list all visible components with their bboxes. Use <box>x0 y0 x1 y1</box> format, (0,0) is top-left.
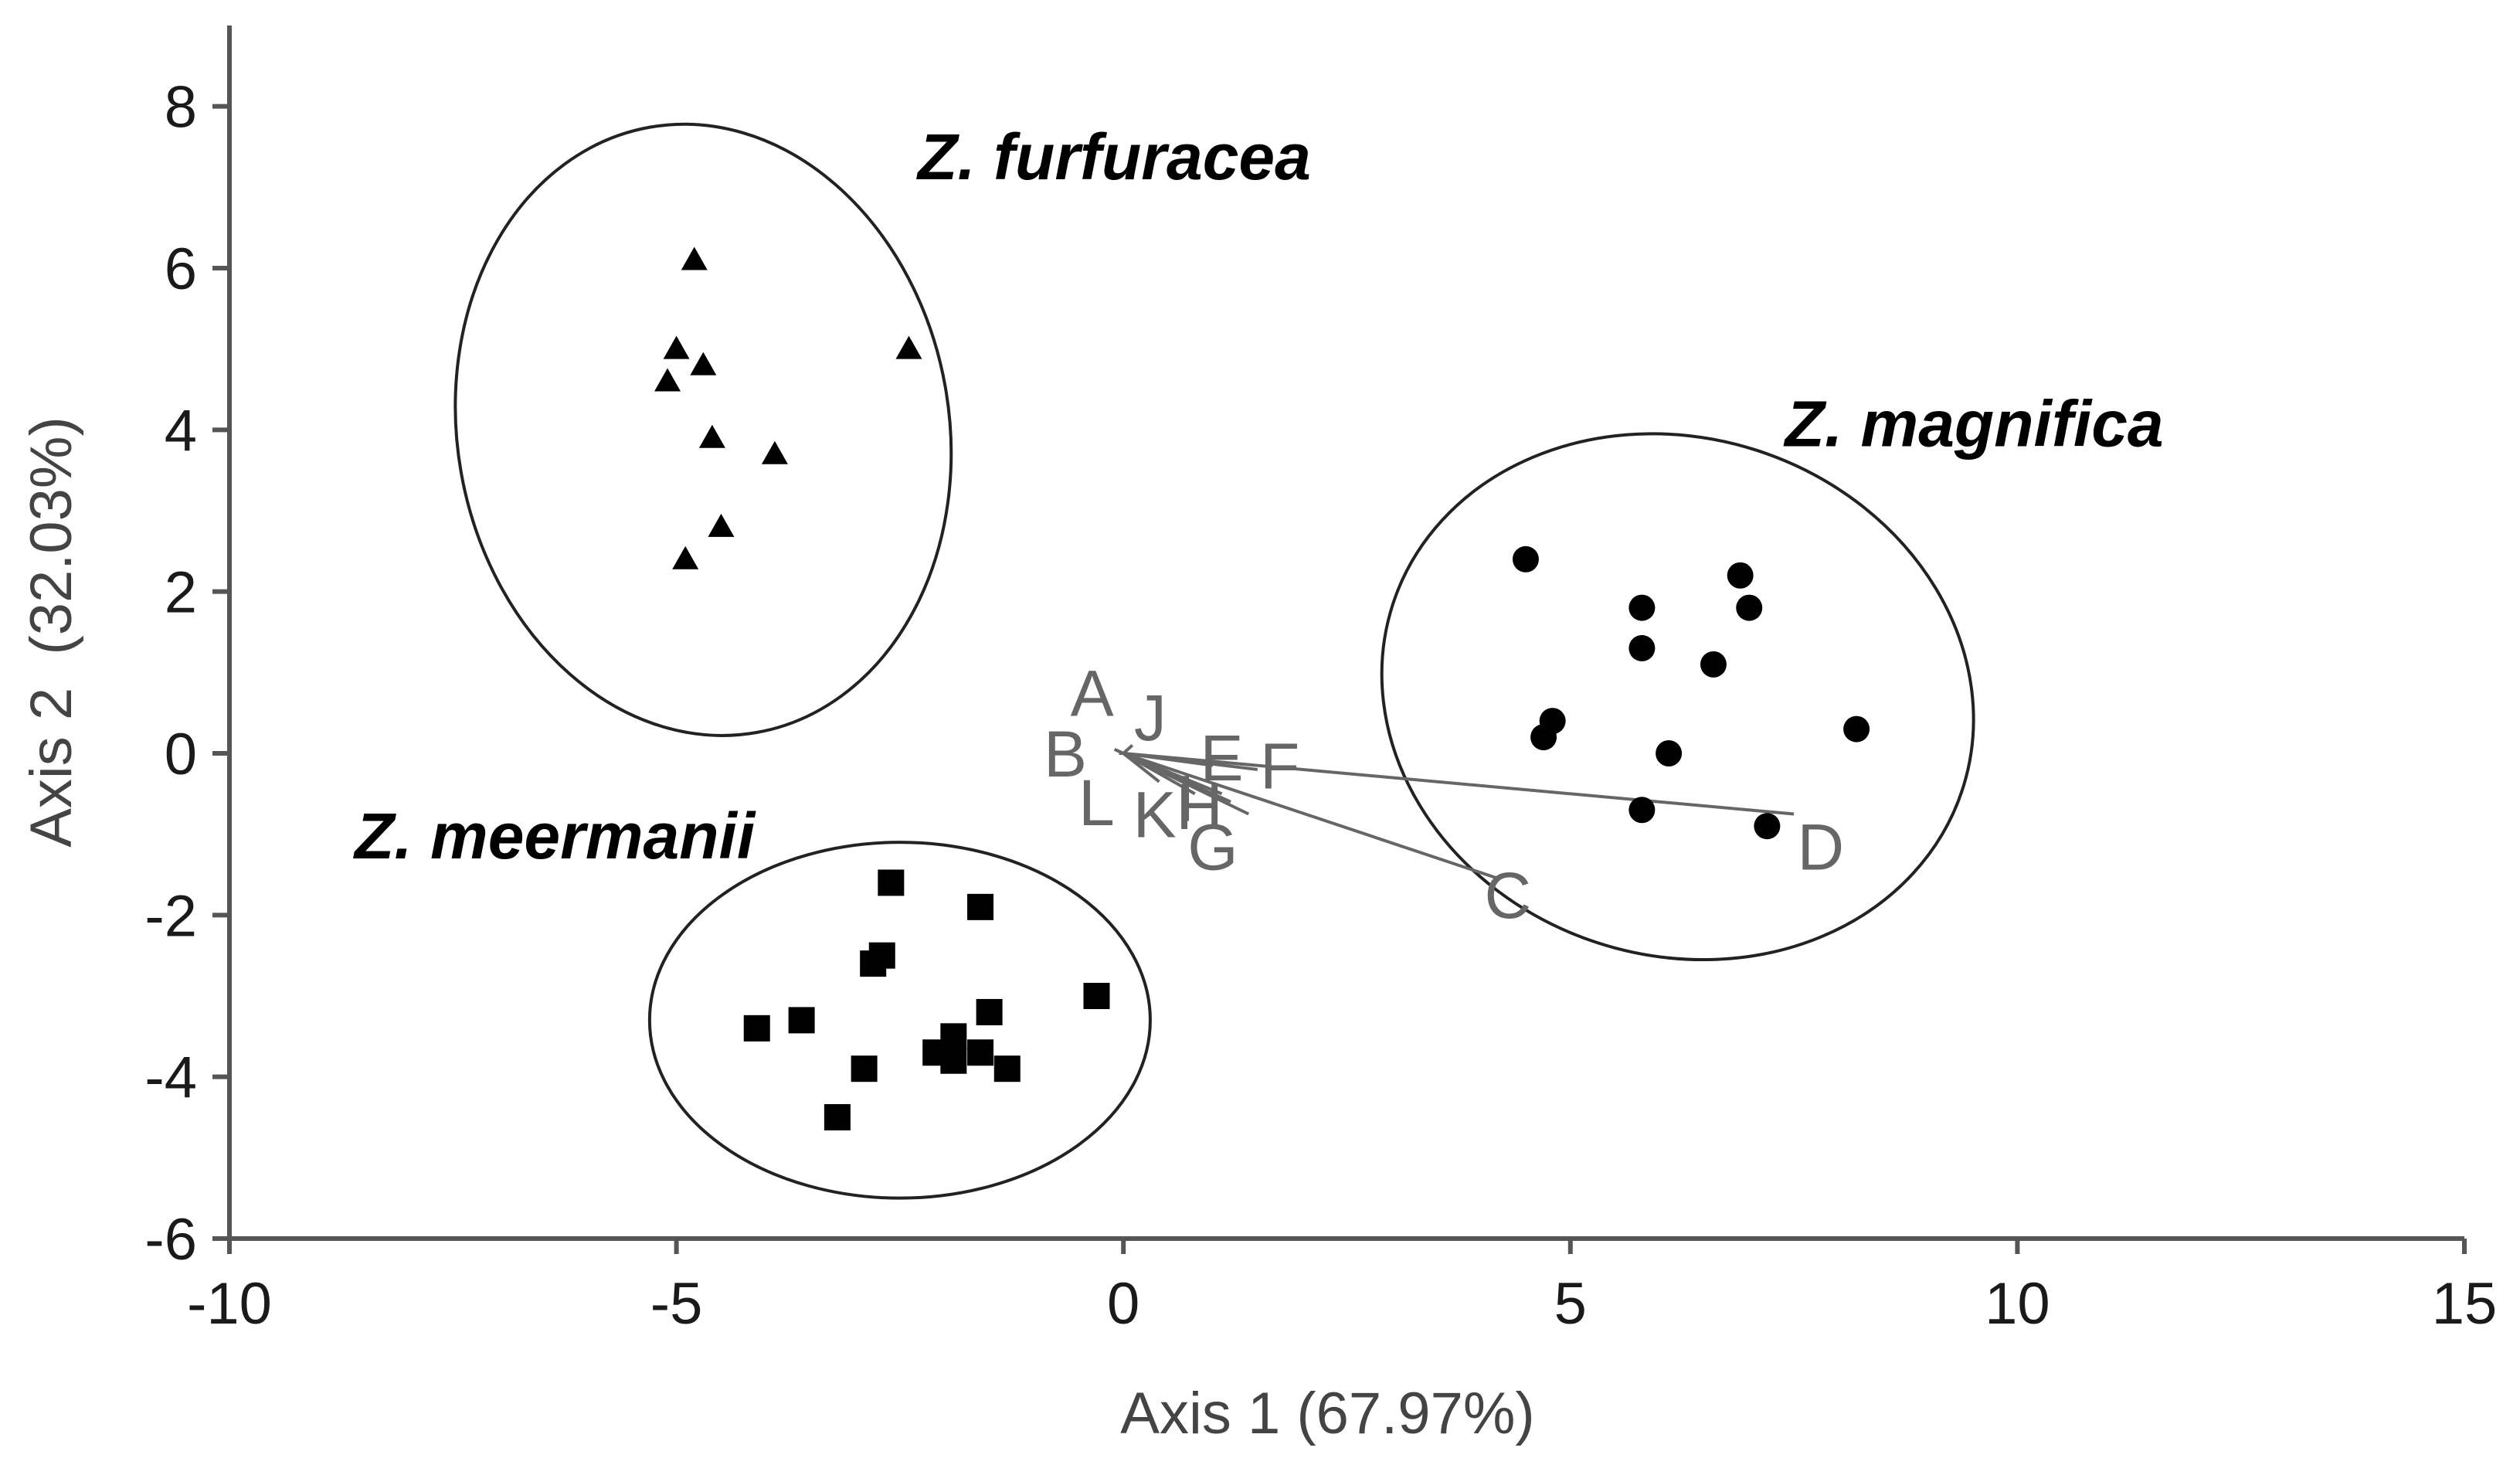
group-ellipse <box>453 122 953 737</box>
y-tick-label: 0 <box>165 722 197 787</box>
x-tick-label: 0 <box>1107 1271 1139 1337</box>
vector-label: J <box>1134 681 1167 754</box>
vector-label: C <box>1484 859 1531 932</box>
circle-point <box>1628 797 1656 824</box>
square-point <box>851 1055 878 1082</box>
square-point <box>1083 983 1110 1009</box>
genus-abbr: Z. <box>916 121 993 193</box>
square-point <box>967 893 994 920</box>
circle-point <box>1727 562 1754 589</box>
species-epithet: furfuracea <box>993 121 1311 193</box>
genus-abbr: Z. <box>353 800 430 872</box>
vector-label: A <box>1071 658 1114 730</box>
y-tick-label: -2 <box>144 883 197 949</box>
square-point <box>788 1007 815 1034</box>
y-tick-label: 6 <box>165 236 197 302</box>
square-point <box>743 1014 770 1042</box>
triangle-point <box>895 335 922 359</box>
group-label: Z. meermanii <box>353 800 756 872</box>
triangle-point <box>654 368 681 392</box>
square-point <box>940 1047 967 1074</box>
square-point <box>878 869 905 896</box>
x-axis-label: Axis 1 (67.97%) <box>1120 1381 1534 1446</box>
square-point <box>993 1055 1021 1082</box>
x-tick-label: 15 <box>2432 1271 2498 1337</box>
vector-line <box>1122 752 1250 816</box>
triangle-point <box>698 424 725 448</box>
square-point <box>824 1104 851 1130</box>
x-tick-label: 10 <box>1985 1271 2050 1337</box>
x-tick-label: -5 <box>650 1271 703 1337</box>
species-epithet: magnifica <box>1861 387 2164 460</box>
triangle-point <box>663 335 690 359</box>
square-point <box>860 950 887 977</box>
triangle-point <box>672 545 699 569</box>
y-tick-label: -4 <box>144 1045 197 1111</box>
vector-label: G <box>1187 811 1238 883</box>
group-label: Z. magnifica <box>1784 387 2164 460</box>
group-ellipses <box>453 122 1975 1200</box>
triangle-point <box>690 352 717 376</box>
circle-point <box>1754 813 1781 840</box>
circle-point <box>1628 594 1656 621</box>
circle-point <box>1736 594 1763 621</box>
genus-abbr: Z. <box>1784 387 1861 460</box>
circle-point <box>1843 715 1870 743</box>
vector-label: B <box>1044 718 1087 790</box>
triangle-point <box>708 513 735 537</box>
circle-point <box>1512 545 1539 573</box>
square-point <box>967 1039 994 1066</box>
circle-point <box>1656 740 1683 766</box>
group-label: Z. furfuracea <box>916 121 1311 193</box>
vector-label: D <box>1797 811 1844 883</box>
biplot-vectors: AJBEFLKHIGCD <box>1044 658 1844 933</box>
y-tick-label: 4 <box>165 398 197 464</box>
circle-point <box>1700 651 1727 678</box>
x-tick-label: -10 <box>187 1271 272 1337</box>
y-axis-label: Axis 2 (32.03%) <box>19 416 84 848</box>
y-tick-label: 2 <box>165 560 197 626</box>
triangle-point <box>761 440 788 464</box>
y-tick-label: 8 <box>165 75 197 141</box>
data-points <box>654 246 1870 1130</box>
vector-line <box>1122 752 1499 881</box>
group-ellipse <box>1380 432 1975 962</box>
y-tick-label: -6 <box>144 1207 197 1273</box>
vector-label: L <box>1078 766 1115 839</box>
x-tick-label: 5 <box>1554 1271 1587 1337</box>
square-point <box>976 998 1003 1025</box>
axes: -10 -5 0 5 10 15 8 6 4 2 0 -2 -4 -6 Axis 1 (67.97%) Axi… <box>19 25 2497 1446</box>
vector-line <box>1123 752 1795 816</box>
species-epithet: meermanii <box>430 800 756 872</box>
triangle-point <box>681 246 708 270</box>
circle-point <box>1628 634 1656 661</box>
vector-label: K <box>1133 779 1177 851</box>
group-ellipse <box>647 841 1152 1200</box>
circle-point <box>1530 724 1557 751</box>
